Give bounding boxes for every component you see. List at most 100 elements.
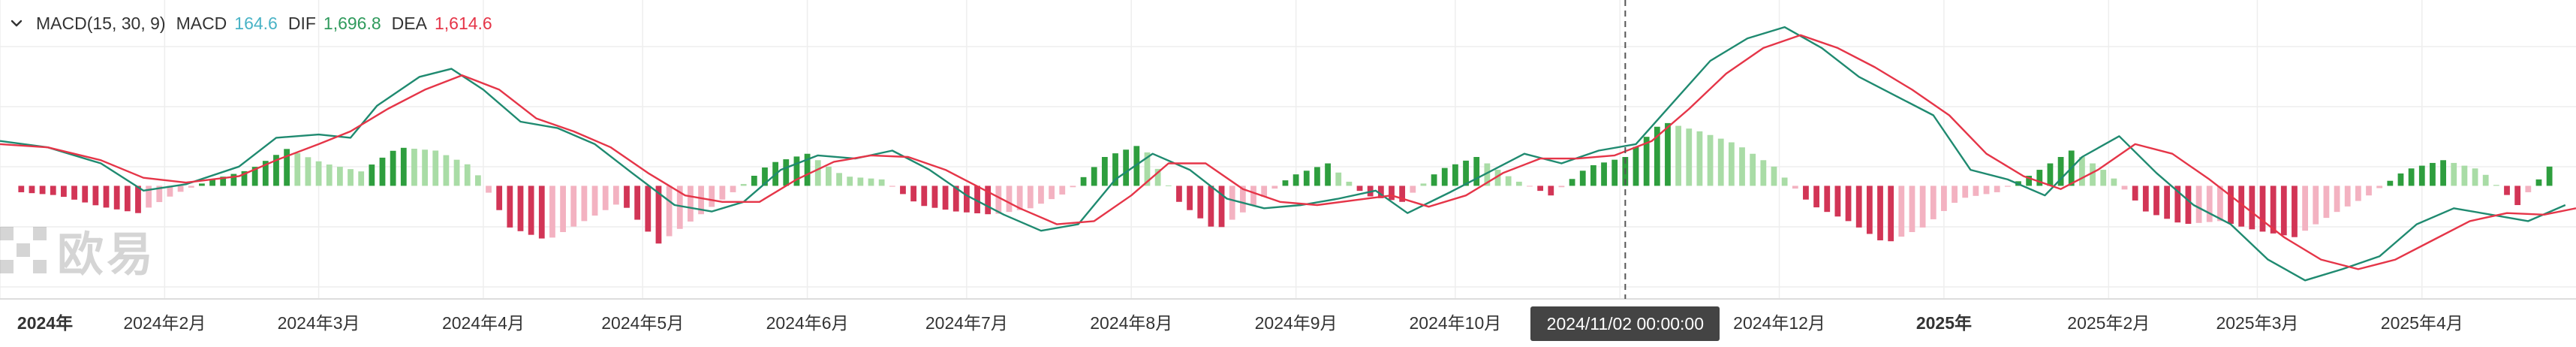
histogram-bar bbox=[1750, 153, 1756, 186]
indicator-name[interactable]: MACD(15, 30, 9) bbox=[36, 13, 166, 33]
histogram-bar bbox=[952, 186, 959, 212]
histogram-bar bbox=[199, 183, 205, 186]
histogram-bar bbox=[1250, 186, 1256, 206]
histogram-bar bbox=[273, 155, 279, 186]
histogram-bar bbox=[411, 149, 417, 186]
histogram-bar bbox=[1983, 186, 1990, 195]
histogram-bar bbox=[985, 186, 992, 215]
histogram-bar bbox=[900, 186, 906, 195]
histogram-bar bbox=[1271, 186, 1278, 189]
histogram-bar bbox=[1590, 164, 1596, 186]
histogram-bar bbox=[379, 157, 386, 186]
histogram-bar bbox=[1038, 186, 1044, 204]
histogram-bar bbox=[645, 186, 652, 232]
series-line-dif bbox=[0, 26, 2566, 282]
histogram-bar bbox=[284, 149, 290, 186]
histogram-bar bbox=[581, 186, 588, 222]
histogram-bar bbox=[113, 186, 120, 210]
histogram-bar bbox=[1941, 186, 1947, 211]
histogram-bar bbox=[836, 173, 842, 186]
histogram-bar bbox=[1133, 146, 1140, 186]
histogram-bar bbox=[1356, 186, 1363, 192]
histogram-bar bbox=[1654, 126, 1660, 186]
macd-lines bbox=[0, 26, 2576, 282]
histogram-bar bbox=[2280, 186, 2287, 236]
x-tick-label: 2024年3月 bbox=[278, 313, 360, 333]
histogram-bar bbox=[39, 186, 46, 195]
histogram-bar bbox=[1112, 153, 1118, 186]
histogram-bar bbox=[1558, 186, 1565, 188]
histogram-bar bbox=[1845, 186, 1852, 222]
histogram-bar bbox=[29, 186, 35, 194]
histogram-bar bbox=[2036, 170, 2043, 186]
x-tick-label: 2024年4月 bbox=[442, 313, 525, 333]
histogram-bar bbox=[2238, 186, 2245, 227]
okx-logo-icon bbox=[0, 227, 47, 273]
histogram-bar bbox=[1484, 163, 1491, 186]
chevron-down-icon[interactable] bbox=[8, 14, 26, 32]
x-axis-ticks: 2024年 2024年2月 2024年3月 2024年4月 2024年5月 2024年6月… bbox=[17, 313, 2463, 333]
histogram-bar bbox=[1314, 167, 1320, 186]
histogram-bar bbox=[2259, 186, 2266, 232]
histogram-bar bbox=[1123, 149, 1130, 186]
histogram-bar bbox=[2249, 186, 2256, 230]
histogram-bar bbox=[1346, 181, 1353, 186]
histogram-bar bbox=[624, 186, 630, 208]
x-tick-label: 2024年6月 bbox=[766, 313, 849, 333]
histogram-bar bbox=[2418, 165, 2425, 186]
histogram-bar bbox=[2206, 186, 2213, 222]
histogram-bar bbox=[1994, 186, 2000, 192]
histogram-bar bbox=[1239, 186, 1246, 213]
histogram-bar bbox=[2057, 157, 2064, 186]
histogram-bar bbox=[793, 156, 800, 186]
histogram-bar bbox=[688, 186, 694, 222]
histogram-bar bbox=[453, 159, 460, 186]
histogram-bar bbox=[432, 150, 439, 186]
x-tick-label: 2024年7月 bbox=[925, 313, 1008, 333]
histogram-bar bbox=[2100, 170, 2107, 186]
histogram-bar bbox=[719, 186, 726, 200]
dif-value: 1,696.8 bbox=[323, 13, 381, 33]
histogram-bar bbox=[709, 186, 715, 207]
histogram-bar bbox=[560, 186, 566, 232]
histogram-bar bbox=[1420, 183, 1427, 186]
histogram-bar bbox=[857, 177, 864, 186]
histogram-bar bbox=[676, 186, 683, 229]
histogram-bar bbox=[1537, 186, 1544, 192]
histogram-bar bbox=[2111, 178, 2117, 186]
histogram-bar bbox=[995, 186, 1002, 214]
histogram-bar bbox=[1505, 176, 1512, 186]
histogram-bar bbox=[814, 160, 821, 186]
histogram-bar bbox=[2153, 186, 2159, 216]
dea-value: 1,614.6 bbox=[434, 13, 492, 33]
histogram-bar bbox=[369, 164, 375, 186]
histogram-bar bbox=[655, 186, 662, 244]
histogram-bar bbox=[1229, 186, 1235, 220]
histogram-bar bbox=[1144, 152, 1151, 186]
dif-label: DIF bbox=[287, 13, 316, 33]
histogram-bar bbox=[400, 147, 407, 186]
histogram-bar bbox=[2440, 160, 2446, 186]
histogram-bar bbox=[1176, 186, 1182, 202]
histogram-bar bbox=[326, 164, 333, 186]
histogram-bar bbox=[1962, 186, 1969, 198]
histogram-bar bbox=[2174, 186, 2181, 223]
histogram-bar bbox=[486, 186, 492, 193]
histogram-bar bbox=[507, 186, 513, 228]
histogram-bar bbox=[2430, 162, 2436, 186]
histogram-bar bbox=[2334, 186, 2340, 213]
histogram-bar bbox=[177, 186, 184, 192]
histogram-bar bbox=[517, 186, 524, 231]
histogram-bar bbox=[2344, 186, 2351, 207]
histogram-bar bbox=[2195, 186, 2202, 223]
histogram-bar bbox=[2355, 186, 2361, 201]
histogram-bar bbox=[156, 186, 163, 203]
histogram-bar bbox=[1973, 186, 1979, 196]
histogram-bar bbox=[570, 186, 577, 227]
histogram-bar bbox=[1898, 186, 1905, 237]
histogram-bar bbox=[1303, 170, 1310, 186]
histogram-bar bbox=[2142, 186, 2149, 212]
histogram-bar bbox=[474, 175, 481, 186]
histogram-bar bbox=[549, 186, 555, 238]
